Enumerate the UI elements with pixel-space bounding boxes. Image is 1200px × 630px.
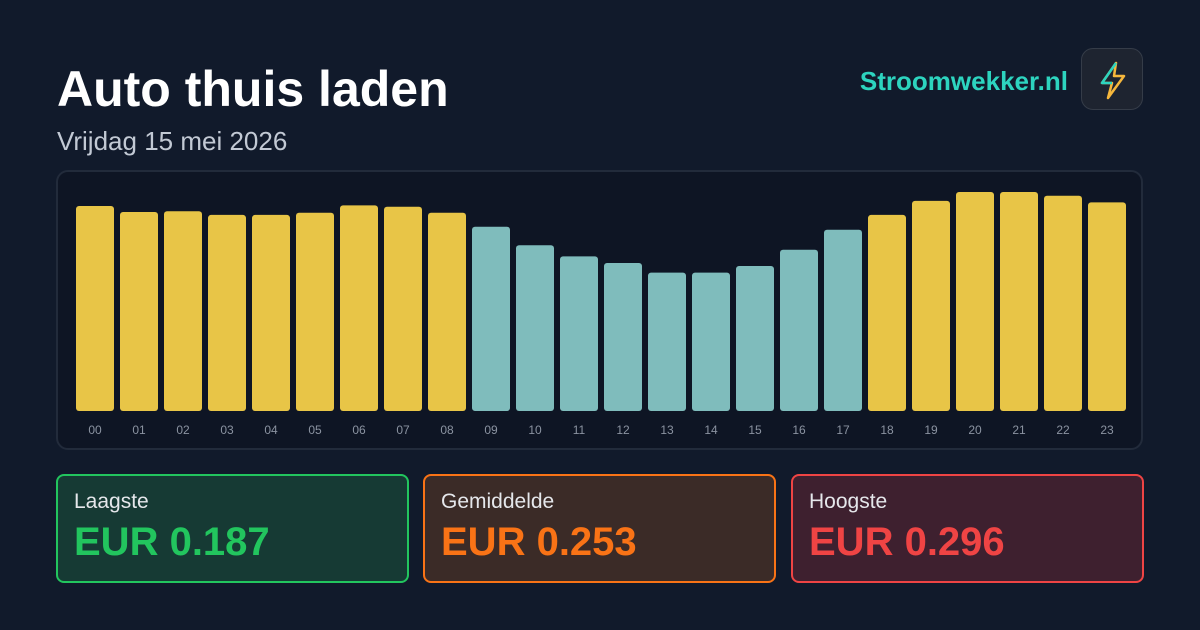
bar [560,256,598,411]
bar [956,192,994,411]
x-tick-label: 17 [836,423,850,437]
x-tick-label: 08 [440,423,454,437]
bar [1000,192,1038,411]
stat-card: Gemiddelde EUR 0.253 [423,474,776,583]
bar [428,212,466,411]
x-tick-label: 00 [88,423,102,437]
bar [340,205,378,411]
bar [164,211,202,411]
x-tick-label: 20 [968,423,982,437]
x-tick-label: 13 [660,423,674,437]
bar [296,212,334,411]
x-tick-label: 23 [1100,423,1114,437]
x-tick-label: 16 [792,423,806,437]
x-tick-label: 12 [616,423,630,437]
x-tick-label: 09 [484,423,498,437]
x-tick-label: 15 [748,423,762,437]
bar [76,206,114,411]
stat-card: Laagste EUR 0.187 [56,474,409,583]
bar [692,272,730,411]
subtitle: Vrijdag 15 mei 2026 [57,126,288,156]
bar [824,229,862,411]
stat-label: Laagste [74,490,149,513]
bar [1088,202,1126,411]
bar [208,214,246,411]
x-tick-label: 04 [264,423,278,437]
x-tick-label: 06 [352,423,366,437]
bar [736,265,774,411]
x-tick-label: 02 [176,423,190,437]
bar [912,200,950,411]
x-tick-label: 14 [704,423,718,437]
stat-value: EUR 0.296 [809,520,1005,564]
bolt-icon [1100,61,1126,100]
stat-value: EUR 0.187 [74,520,270,564]
bar [780,249,818,411]
stat-card: Hoogste EUR 0.296 [791,474,1144,583]
bar [1044,195,1082,411]
stat-label: Gemiddelde [441,490,555,513]
x-tick-label: 18 [880,423,894,437]
bar [604,263,642,411]
x-tick-label: 10 [528,423,542,437]
bar [516,245,554,411]
bar [868,214,906,411]
brand: Stroomwekker.nl [859,66,1068,96]
x-tick-label: 07 [396,423,410,437]
x-tick-label: 05 [308,423,322,437]
stat-label: Hoogste [809,490,888,513]
bar [384,206,422,411]
bar [472,226,510,411]
x-tick-label: 21 [1012,423,1026,437]
title: Auto thuis laden [57,61,449,117]
x-tick-label: 19 [924,423,938,437]
bar [120,211,158,411]
bar [252,214,290,411]
bar [648,272,686,411]
x-tick-label: 03 [220,423,234,437]
brand-icon [1081,48,1143,110]
x-tick-label: 01 [132,423,146,437]
x-tick-label: 11 [573,423,586,437]
stat-value: EUR 0.253 [441,520,637,564]
x-tick-label: 22 [1056,423,1070,437]
